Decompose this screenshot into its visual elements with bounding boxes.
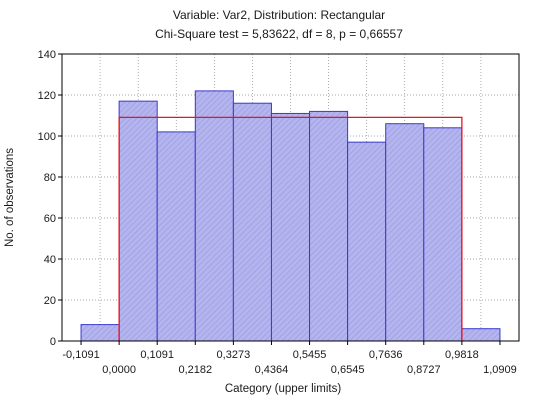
y-tick-label: 140 bbox=[38, 49, 56, 61]
histogram-bar bbox=[385, 123, 425, 342]
histogram-bars bbox=[80, 90, 501, 342]
histogram-bar bbox=[232, 102, 272, 342]
x-tick-label: 0,5455 bbox=[293, 349, 327, 361]
y-tick-label: 120 bbox=[38, 90, 56, 102]
histogram-bar bbox=[347, 141, 387, 342]
histogram-bar bbox=[80, 324, 120, 342]
x-axis-label: Category (upper limits) bbox=[225, 383, 341, 395]
x-tick-label: 0,7636 bbox=[369, 349, 403, 361]
x-tick-label: 0,8727 bbox=[407, 364, 441, 376]
y-axis-label: No. of observations bbox=[4, 148, 16, 247]
x-tick-label: 0,4364 bbox=[255, 364, 289, 376]
x-tick-label: 0,9818 bbox=[445, 349, 479, 361]
y-tick-label: 40 bbox=[44, 254, 56, 266]
histogram-bar bbox=[423, 127, 463, 342]
y-tick-label: 80 bbox=[44, 172, 56, 184]
chart-subtitle: Chi-Square test = 5,83622, df = 8, p = 0… bbox=[155, 27, 403, 41]
histogram-bar bbox=[309, 110, 349, 342]
expected-distribution-line bbox=[118, 116, 463, 341]
y-tick-label: 100 bbox=[38, 131, 56, 143]
histogram-bar bbox=[118, 100, 158, 342]
x-tick-label: 0,6545 bbox=[331, 364, 365, 376]
x-tick-label: 1,0909 bbox=[483, 364, 517, 376]
x-tick-label: 0,1091 bbox=[140, 349, 174, 361]
histogram-bar bbox=[156, 131, 196, 342]
x-tick-label: -0,1091 bbox=[62, 349, 99, 361]
x-tick-label: 0,3273 bbox=[217, 349, 251, 361]
plot-frame bbox=[61, 53, 520, 342]
y-tick-label: 60 bbox=[44, 213, 56, 225]
y-tick-label: 20 bbox=[44, 295, 56, 307]
y-tick-label: 0 bbox=[50, 336, 56, 348]
histogram-bar bbox=[270, 112, 311, 342]
x-tick-label: 0,0000 bbox=[102, 364, 136, 376]
x-tick-label: 0,2182 bbox=[178, 364, 212, 376]
y-axis-ticks: 0 20 40 60 80 100 120 140 bbox=[38, 49, 62, 348]
chart-title: Variable: Var2, Distribution: Rectangula… bbox=[173, 8, 385, 22]
histogram-bar bbox=[461, 328, 501, 342]
histogram-bar bbox=[194, 90, 234, 342]
